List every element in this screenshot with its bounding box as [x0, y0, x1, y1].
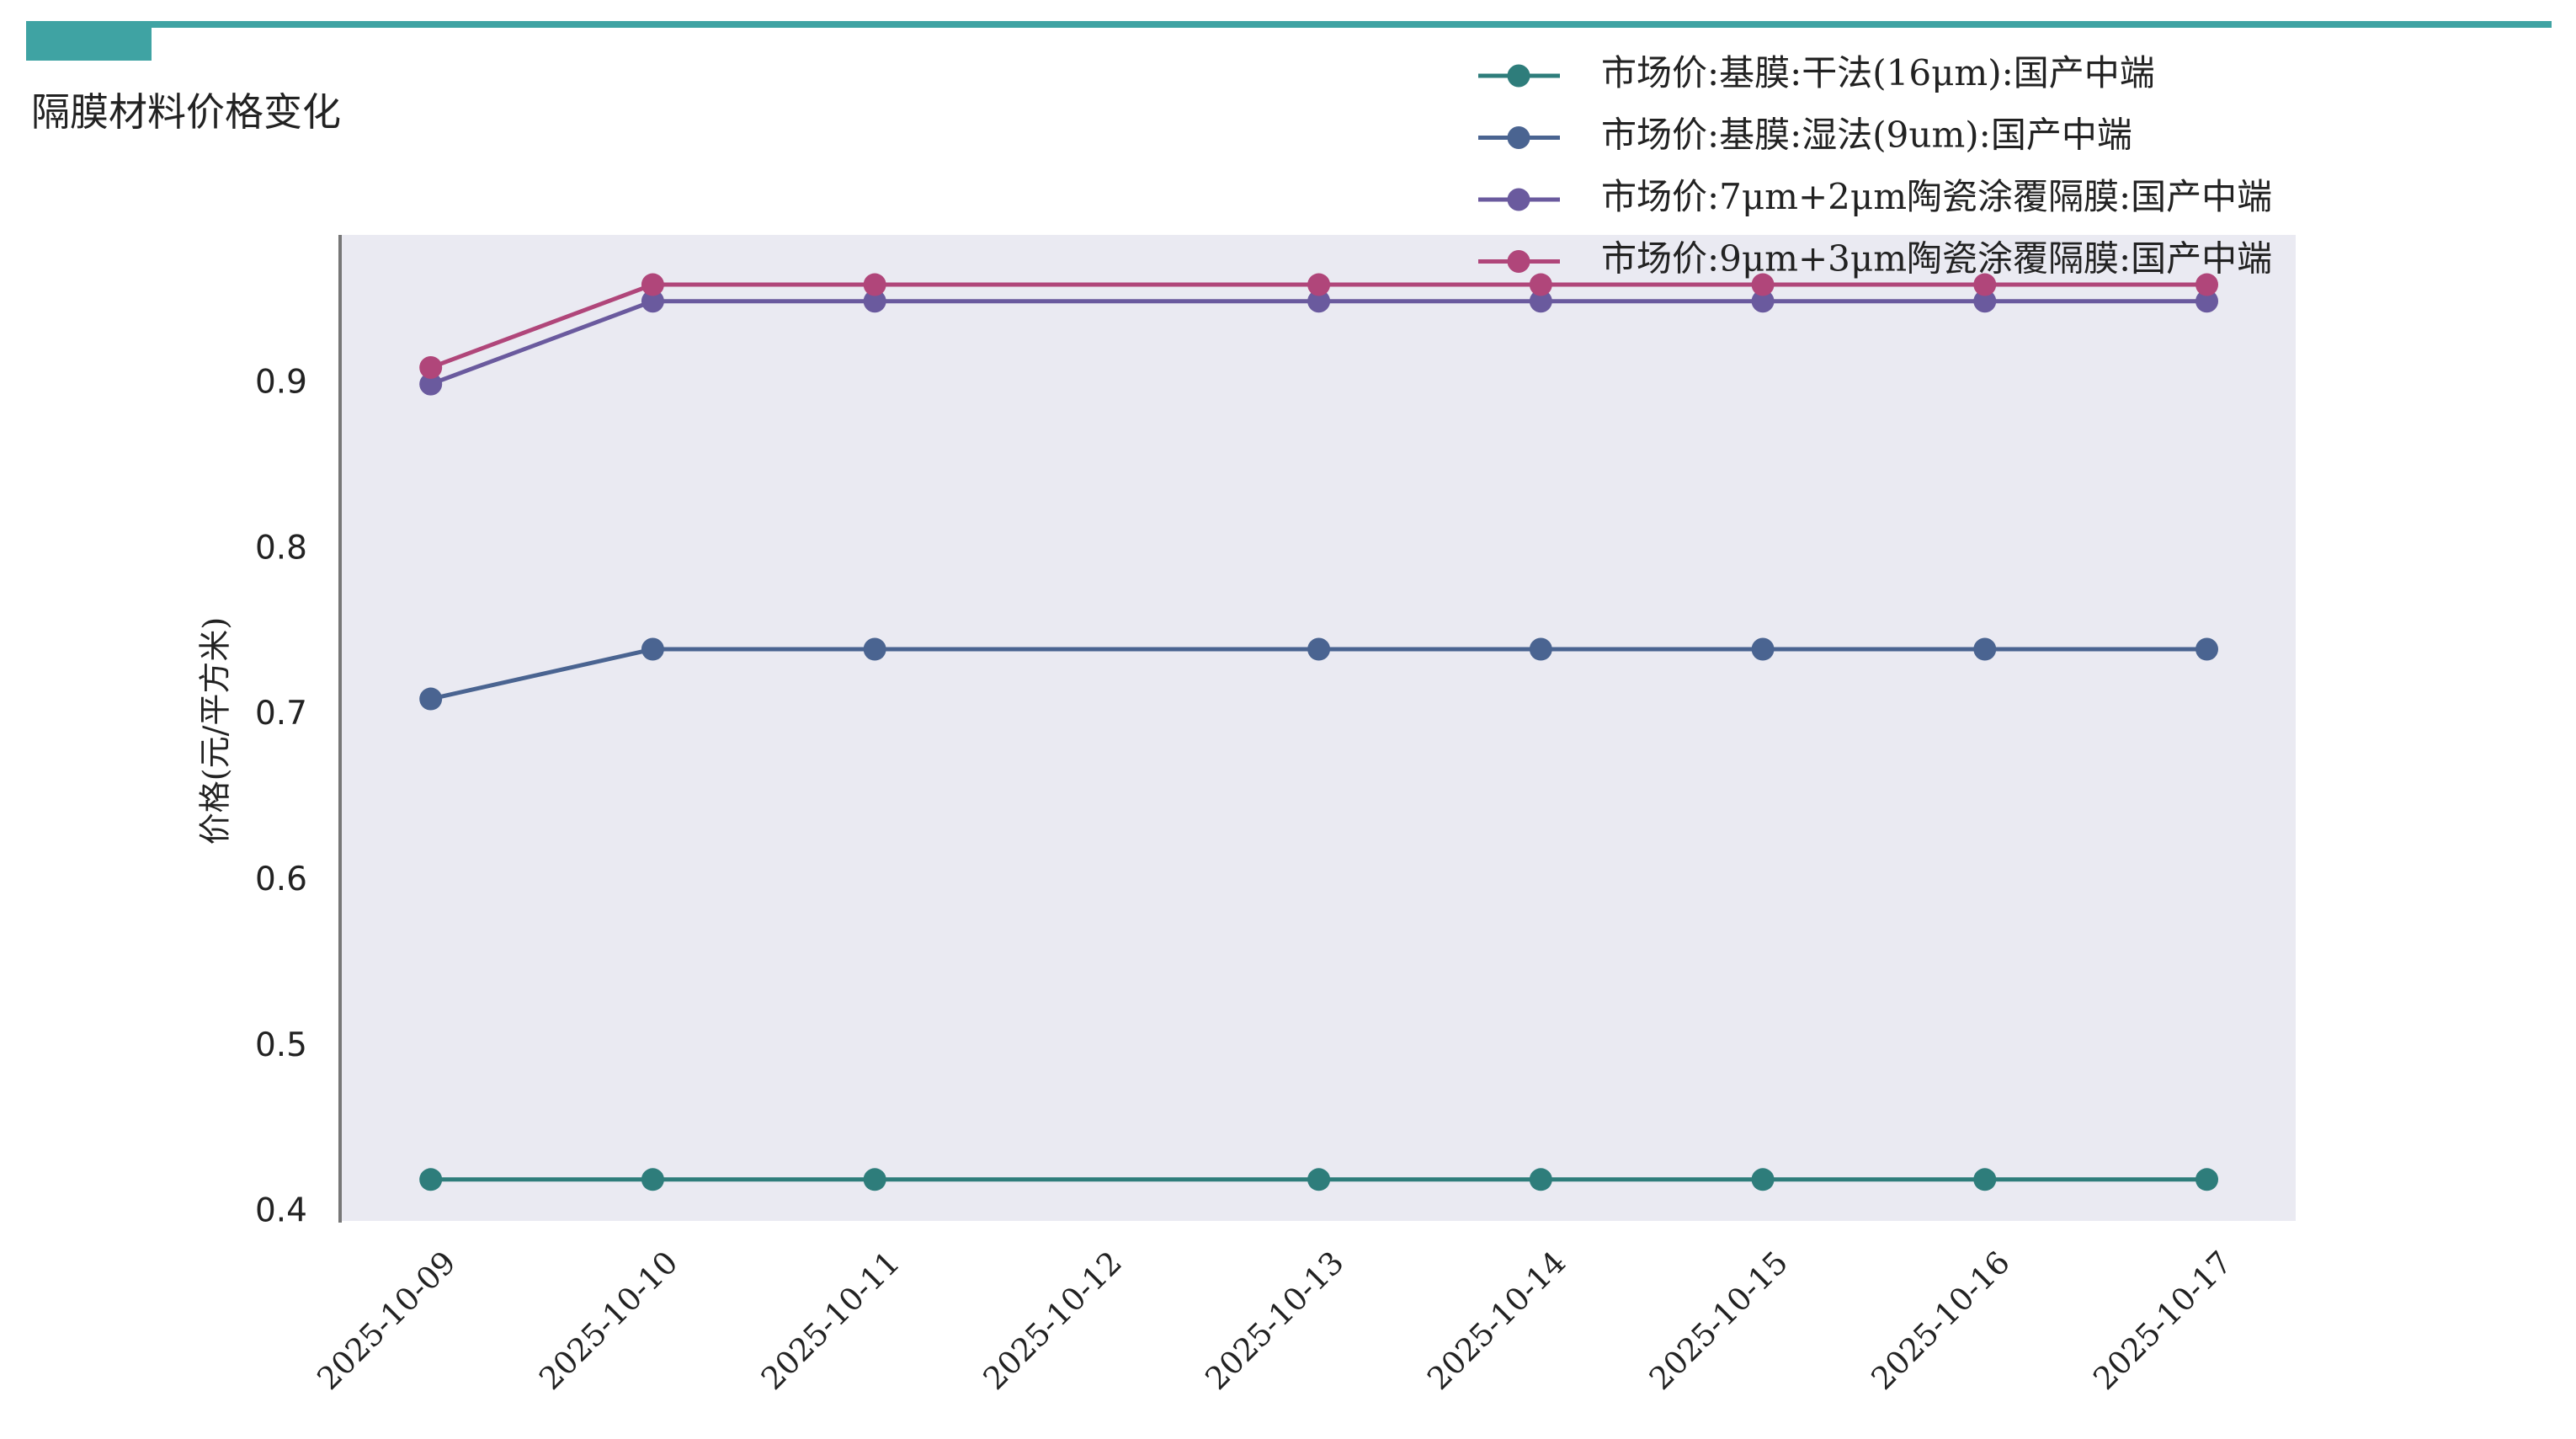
- point: [641, 1168, 664, 1191]
- point: [641, 637, 664, 661]
- header-block: [26, 21, 152, 61]
- point: [1307, 1168, 1331, 1191]
- point: [1307, 637, 1331, 661]
- point: [1973, 1168, 1997, 1191]
- point: [1973, 290, 1997, 313]
- series-line: [429, 299, 2207, 386]
- legend-label: 市场价:基膜:干法(16μm):国产中端: [1601, 52, 2155, 93]
- x-tick-label: 2025-10-12: [977, 1244, 1129, 1397]
- x-tick-label: 2025-10-16: [1865, 1244, 2017, 1397]
- point: [1751, 290, 1775, 313]
- x-tick-label: 2025-10-11: [754, 1244, 907, 1397]
- legend-label: 市场价:基膜:湿法(9um):国产中端: [1601, 115, 2132, 156]
- point: [641, 290, 664, 313]
- point: [1529, 637, 1552, 661]
- x-tick-label: 2025-10-09: [311, 1244, 463, 1397]
- point: [2195, 637, 2219, 661]
- x-tick-label: 2025-10-13: [1198, 1244, 1350, 1397]
- point: [2195, 1168, 2219, 1191]
- point: [2195, 273, 2219, 296]
- point: [641, 273, 664, 296]
- y-tick-label: 0.7: [255, 695, 307, 733]
- y-tick-label: 0.9: [255, 364, 307, 402]
- point: [419, 372, 443, 396]
- point: [1973, 637, 1997, 661]
- point: [1751, 273, 1775, 296]
- point: [863, 1168, 886, 1191]
- legend-label: 市场价:7μm+2μm陶瓷涂覆隔膜:国产中端: [1601, 176, 2272, 217]
- x-tick-label: 2025-10-15: [1642, 1244, 1795, 1397]
- point: [1529, 1168, 1552, 1191]
- plot-area: [340, 235, 2296, 1221]
- y-tick-label: 0.5: [255, 1026, 307, 1064]
- point: [1307, 290, 1331, 313]
- legend-marker: [1507, 64, 1530, 88]
- point: [419, 355, 443, 379]
- y-axis-label: 价格(元/平方米): [197, 617, 234, 845]
- legend-marker: [1507, 250, 1530, 273]
- legend-marker: [1507, 188, 1530, 211]
- legend-label: 市场价:9μm+3μm陶瓷涂覆隔膜:国产中端: [1601, 238, 2272, 280]
- point: [863, 637, 886, 661]
- point: [863, 273, 886, 296]
- x-tick-label: 2025-10-17: [2086, 1244, 2238, 1397]
- point: [1751, 637, 1775, 661]
- point: [419, 687, 443, 711]
- chart-title: 隔膜材料价格变化: [31, 89, 341, 135]
- point: [1973, 273, 1997, 296]
- point: [1307, 273, 1331, 296]
- x-tick-label: 2025-10-14: [1420, 1244, 1573, 1397]
- point: [419, 1168, 443, 1191]
- point: [863, 290, 886, 313]
- y-tick-label: 0.8: [255, 529, 307, 567]
- y-tick-label: 0.6: [255, 861, 307, 898]
- point: [1529, 290, 1552, 313]
- y-tick-label: 0.4: [255, 1192, 307, 1230]
- point: [2195, 290, 2219, 313]
- header-bar: [26, 21, 2552, 28]
- series-line: [429, 282, 2207, 370]
- x-tick-label: 2025-10-10: [532, 1244, 684, 1397]
- legend-marker: [1507, 126, 1530, 149]
- point: [1529, 273, 1552, 296]
- point: [1751, 1168, 1775, 1191]
- series-line: [430, 647, 2207, 701]
